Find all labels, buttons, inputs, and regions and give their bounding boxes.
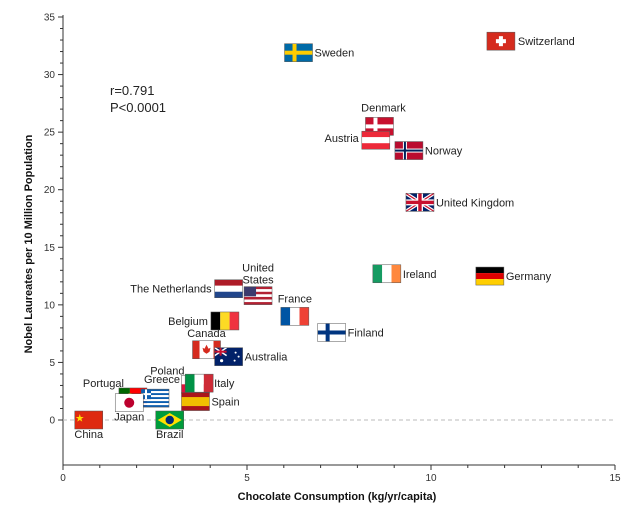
ireland-point [372,264,402,284]
correlation-r-label: r=0.791 [110,83,154,98]
france-flag [280,307,309,326]
country-label: Switzerland [518,36,575,48]
x-tick-label: 5 [244,473,250,484]
country-label: Italy [214,378,235,390]
spain-flag [181,392,210,411]
austria-flag [361,131,390,150]
x-tick-label: 15 [609,473,621,484]
uk-flag [405,191,435,213]
netherlands-point [214,279,243,298]
usa-flag [244,286,273,305]
country-label: Portugal [83,378,124,390]
country-label: The Netherlands [130,284,212,296]
country-label: United States [242,263,274,287]
spain-point [181,392,210,411]
y-tick-label: 35 [44,13,56,24]
country-label: Greece [144,374,180,386]
country-label: Finland [348,327,384,339]
y-tick-label: 15 [44,243,56,254]
country-label: Poland [150,365,184,377]
p-value-label: P<0.0001 [110,100,166,115]
y-tick-label: 25 [44,128,56,139]
y-axis-title: Nobel Laureates per 10 Million Populatio… [23,134,35,353]
austria-point [361,130,391,150]
japan-flag [115,393,144,412]
y-tick-label: 0 [49,416,55,427]
country-label: China [74,429,104,441]
finland-point [317,323,346,342]
sweden-flag [284,43,313,62]
japan-point [114,393,144,412]
switzerland-point [486,31,516,51]
country-label: Denmark [361,102,406,114]
y-tick-label: 30 [44,70,56,81]
x-tick-label: 0 [60,473,66,484]
belgium-point [210,311,240,331]
x-axis-title: Chocolate Consumption (kg/yr/capita) [238,491,437,503]
axes: 0 5 10 15 20 25 30 35 0 5 10 15 [44,13,621,485]
norway-point [394,141,424,160]
greece-flag [141,389,169,408]
brazil-flag [155,411,184,429]
country-label: Sweden [315,48,355,60]
brazil-point [155,410,184,430]
country-label: Belgium [168,316,208,328]
belgium-flag [210,311,239,330]
italy-point [184,373,214,393]
country-label: Norway [425,146,463,158]
netherlands-flag [214,279,243,298]
switzerland-flag [486,32,515,51]
country-label: Japan [114,412,144,424]
germany-flag [475,267,504,286]
australia-point [214,347,243,366]
china-point [74,410,104,430]
uk-point [405,191,435,213]
country-label: Austria [325,133,360,145]
australia-flag [214,347,243,366]
france-point [280,307,310,326]
greece-point [140,388,170,408]
country-label: Ireland [403,269,437,281]
country-labels: Switzerland Sweden Denmark Austria Norway Uni… [74,36,574,441]
data-points [74,31,516,430]
y-tick-label: 5 [49,358,55,369]
x-tick-label: 10 [425,473,437,484]
country-label: Canada [187,328,226,340]
germany-point [475,266,505,286]
finland-flag [317,323,346,342]
denmark-flag [365,117,394,136]
china-flag [74,411,103,429]
country-label: Spain [211,397,239,409]
ireland-flag [372,264,401,283]
country-label: Germany [506,271,552,283]
usa-point [243,286,273,305]
italy-flag [185,374,214,393]
country-label: United Kingdom [436,197,514,209]
country-label: France [278,293,312,305]
denmark-point [365,117,394,136]
sweden-point [284,43,313,62]
country-label: Brazil [156,429,184,441]
country-label: Australia [245,352,289,364]
norway-flag [394,141,423,160]
y-tick-label: 10 [44,300,56,311]
y-tick-label: 20 [44,185,56,196]
